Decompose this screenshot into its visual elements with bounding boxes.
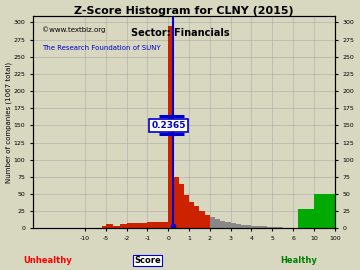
Bar [194, 207, 199, 228]
Bar [127, 223, 148, 228]
Text: Score: Score [134, 256, 161, 265]
Bar [236, 224, 241, 228]
Text: Sector: Financials: Sector: Financials [131, 28, 229, 38]
Bar [199, 211, 204, 228]
Bar [298, 209, 314, 228]
Bar [257, 226, 262, 228]
Bar [184, 195, 189, 228]
Bar [252, 226, 257, 228]
Text: ©www.textbiz.org: ©www.textbiz.org [42, 26, 105, 33]
Bar [168, 26, 174, 228]
Bar [174, 177, 179, 228]
Bar [148, 222, 168, 228]
Bar [204, 215, 210, 228]
Bar [210, 217, 215, 228]
Bar [267, 227, 272, 228]
Bar [215, 220, 220, 228]
Bar [246, 225, 252, 228]
Bar [220, 221, 225, 228]
Bar [272, 227, 278, 228]
Bar [231, 223, 236, 228]
Bar [278, 227, 283, 228]
Bar [189, 202, 194, 228]
Bar [102, 226, 106, 228]
Bar [314, 194, 335, 228]
Bar [120, 224, 127, 228]
Text: Unhealthy: Unhealthy [24, 256, 72, 265]
Bar [225, 222, 231, 228]
Text: The Research Foundation of SUNY: The Research Foundation of SUNY [42, 45, 161, 51]
Text: Healthy: Healthy [280, 256, 317, 265]
Text: 0.2365: 0.2365 [151, 121, 186, 130]
Title: Z-Score Histogram for CLNY (2015): Z-Score Histogram for CLNY (2015) [74, 6, 294, 16]
Y-axis label: Number of companies (1067 total): Number of companies (1067 total) [5, 61, 12, 183]
Bar [241, 225, 246, 228]
Bar [113, 226, 120, 228]
Bar [179, 184, 184, 228]
Bar [106, 224, 113, 228]
Bar [262, 226, 267, 228]
